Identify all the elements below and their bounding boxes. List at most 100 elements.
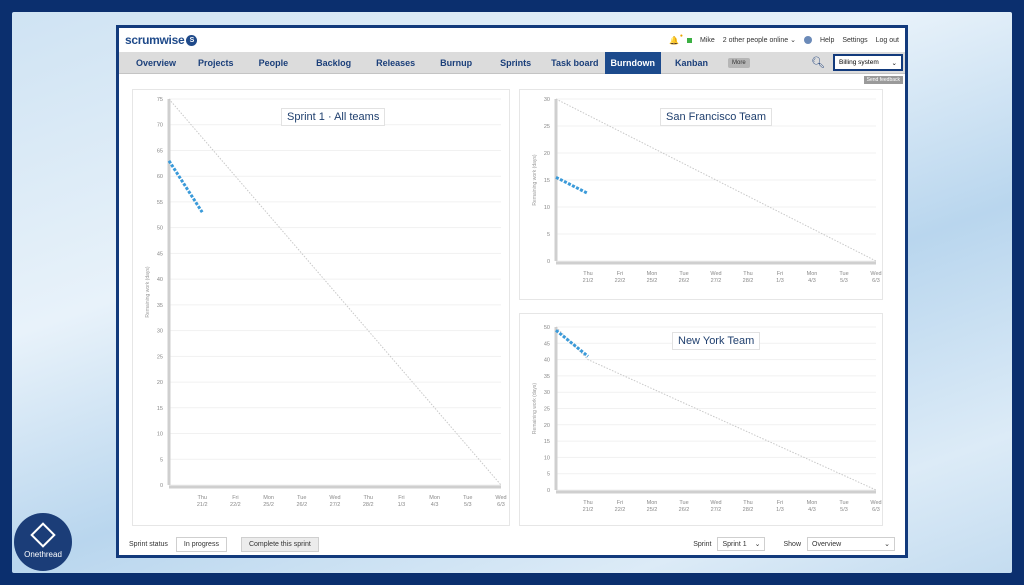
main-nav: Overview Projects People Backlog Release… [119, 51, 905, 84]
x-tick-label: Wed [710, 271, 721, 277]
x-tick-label: Tue [679, 271, 688, 277]
sf-chart-title: San Francisco Team [660, 108, 773, 126]
x-tick-label: 4/3 [808, 507, 816, 513]
x-tick-label: Wed [329, 495, 340, 501]
actual-burndown-line [167, 159, 204, 214]
x-tick-label: Fri [617, 500, 623, 506]
tab-sprints[interactable]: Sprints [500, 57, 532, 68]
tab-projects[interactable]: Projects [198, 57, 234, 68]
y-tick-label: 30 [544, 390, 550, 396]
tab-backlog[interactable]: Backlog [316, 57, 352, 68]
ny-chart-title: New York Team [672, 332, 761, 350]
x-tick-label: 21/2 [583, 278, 594, 284]
x-tick-label: 5/3 [840, 507, 848, 513]
footer-bar: Sprint status In progress Complete this … [119, 533, 905, 555]
app-logo[interactable]: scrumwise S [125, 33, 198, 47]
y-tick-label: 75 [157, 97, 163, 103]
tab-people[interactable]: People [258, 57, 289, 68]
tab-releases[interactable]: Releases [376, 57, 416, 68]
x-tick-label: 21/2 [197, 502, 208, 508]
project-selector[interactable]: Billing system ⌄ [833, 54, 903, 71]
y-tick-label: 30 [544, 97, 550, 103]
complete-sprint-button[interactable]: Complete this sprint [240, 536, 319, 552]
tab-kanban[interactable]: Kanban [675, 57, 709, 68]
y-tick-label: 40 [544, 358, 550, 364]
x-tick-label: Wed [870, 500, 881, 506]
notification-bell-icon[interactable]: 🔔 ● [668, 32, 683, 45]
logo-text: scrumwise [125, 33, 185, 47]
x-tick-label: Tue [463, 495, 472, 501]
online-people[interactable]: 2 other people online ⌄ [722, 37, 796, 44]
x-tick-label: Fri [777, 500, 783, 506]
x-tick-label: 22/2 [230, 502, 241, 508]
y-tick-label: 45 [544, 341, 550, 347]
y-axis-title: Remaining work (days) [532, 383, 538, 434]
x-tick-label: 1/3 [398, 502, 406, 508]
user-name[interactable]: Mike [699, 36, 715, 44]
tab-burnup[interactable]: Burnup [440, 57, 473, 68]
x-tick-label: Tue [839, 271, 848, 277]
x-tick-label: 28/2 [743, 278, 754, 284]
ideal-burndown-line [168, 98, 502, 486]
show-select-label: Show [783, 540, 801, 548]
y-tick-label: 5 [160, 457, 163, 463]
x-tick-label: 26/2 [679, 278, 690, 284]
y-tick-label: 25 [544, 407, 550, 413]
y-axis-title: Remaining work (days) [145, 266, 151, 317]
x-tick-label: Thu [583, 271, 592, 277]
presence-icon[interactable] [803, 36, 812, 44]
x-tick-label: Mon [807, 271, 818, 277]
x-tick-label: Wed [870, 271, 881, 277]
x-tick-label: Thu [363, 495, 372, 501]
y-tick-label: 65 [157, 148, 163, 154]
logout-link[interactable]: Log out [875, 36, 899, 44]
chevron-down-icon: ⌄ [884, 541, 890, 548]
tab-overview[interactable]: Overview [136, 57, 177, 68]
actual-burndown-line [555, 329, 589, 358]
x-tick-label: 6/3 [872, 507, 880, 513]
y-tick-label: 10 [544, 455, 550, 461]
onethread-watermark: Onethread [14, 513, 72, 571]
ideal-burndown-line [555, 326, 877, 491]
show-select-value: Overview [812, 540, 842, 548]
y-tick-label: 20 [544, 151, 550, 157]
sprint-select[interactable]: Sprint 1 ⌄ [717, 537, 766, 551]
x-tick-label: 27/2 [711, 507, 722, 513]
x-tick-label: 22/2 [615, 507, 626, 513]
ny-burndown-panel: 0 5 10 15 20 25 30 35 40 45 50 Remaining work (days… [519, 313, 883, 526]
y-tick-label: 25 [544, 124, 550, 130]
tab-burndown[interactable]: Burndown [604, 51, 662, 74]
y-tick-label: 15 [544, 178, 550, 184]
x-tick-label: 6/3 [497, 502, 505, 508]
x-tick-label: 21/2 [583, 507, 594, 513]
x-tick-label: Thu [197, 495, 206, 501]
x-tick-label: Thu [743, 271, 752, 277]
logo-icon: S [186, 34, 198, 46]
y-tick-label: 15 [544, 439, 550, 445]
tab-task-board[interactable]: Task board [551, 57, 599, 68]
sf-burndown-panel: 0 5 10 15 20 25 30 Remaining work (days) Thu 21/2… [519, 89, 883, 300]
y-axis-title: Remaining work (days) [532, 154, 538, 205]
sprint-select-label: Sprint [693, 540, 712, 548]
sprint-status-label: Sprint status [129, 540, 168, 548]
y-tick-label: 30 [157, 329, 163, 335]
search-icon[interactable]: 🔍︎ [811, 57, 825, 69]
x-tick-label: 4/3 [808, 278, 816, 284]
x-tick-label: 28/2 [363, 502, 374, 508]
actual-burndown-line [555, 175, 589, 195]
show-select[interactable]: Overview ⌄ [807, 537, 895, 551]
y-tick-label: 60 [157, 174, 163, 180]
feedback-button[interactable]: Send feedback [863, 76, 903, 84]
y-tick-label: 45 [157, 251, 163, 257]
settings-link[interactable]: Settings [842, 36, 868, 44]
help-link[interactable]: Help [819, 36, 835, 44]
more-button[interactable]: More [728, 57, 750, 68]
x-tick-label: Tue [839, 500, 848, 506]
x-tick-label: 27/2 [711, 278, 722, 284]
y-tick-label: 0 [547, 488, 550, 494]
x-tick-label: 5/3 [464, 502, 472, 508]
x-tick-label: 25/2 [263, 502, 274, 508]
x-tick-label: Fri [617, 271, 623, 277]
x-tick-label: 27/2 [330, 502, 341, 508]
